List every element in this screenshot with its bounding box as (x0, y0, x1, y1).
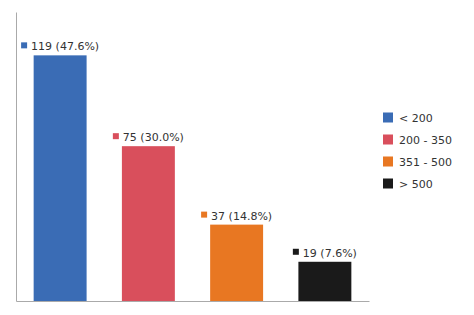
chart: 119 (47.6%) 75 (30.0%) 37 (14.8%) 19 (7.6%)… (0, 0, 474, 315)
legend-label: < 200 (399, 112, 433, 125)
legend-label: 351 - 500 (399, 156, 452, 169)
label-marker (113, 133, 119, 139)
legend-item: 200 - 350 (383, 134, 452, 147)
legend-label: > 500 (399, 178, 433, 191)
bar (210, 225, 263, 301)
legend-swatch (383, 113, 393, 123)
legend-swatch (383, 157, 393, 167)
legend-item: > 500 (383, 178, 433, 191)
data-labels: 119 (47.6%) 75 (30.0%) 37 (14.8%) 19 (7.6%) (21, 40, 357, 259)
x-axis-line (17, 301, 370, 302)
bar (34, 55, 87, 301)
legend-item: < 200 (383, 112, 433, 125)
plot: 119 (47.6%) 75 (30.0%) 37 (14.8%) 19 (7.6%) (17, 13, 370, 302)
legend-label: 200 - 350 (399, 134, 452, 147)
data-label: 37 (14.8%) (211, 210, 272, 223)
x-axis (17, 301, 370, 302)
data-label: 19 (7.6%) (303, 247, 357, 260)
data-label: 75 (30.0%) (123, 131, 184, 144)
label-marker (293, 249, 299, 255)
bars (34, 55, 352, 301)
legend-swatch (383, 179, 393, 189)
label-marker (21, 42, 27, 48)
legend: < 200 200 - 350 351 - 500 > 500 (383, 112, 452, 191)
bar (298, 262, 351, 301)
data-label: 119 (47.6%) (31, 40, 99, 53)
bar (122, 146, 175, 301)
y-axis-line (16, 13, 17, 302)
y-axis (16, 13, 17, 302)
legend-item: 351 - 500 (383, 156, 452, 169)
legend-swatch (383, 135, 393, 145)
label-marker (201, 212, 207, 218)
